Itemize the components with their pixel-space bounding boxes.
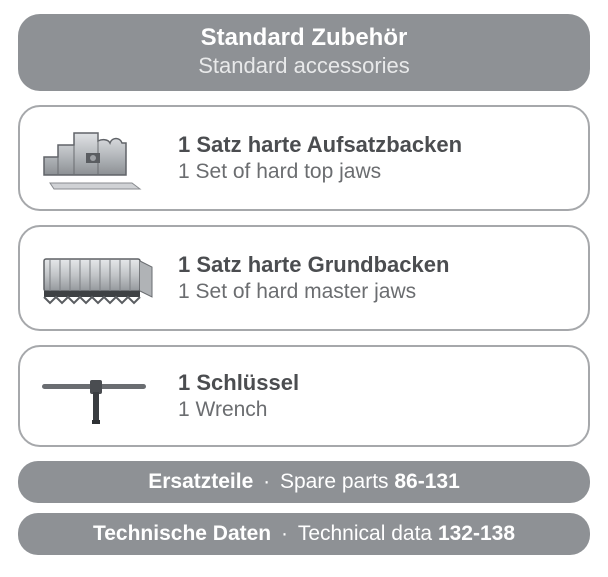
footer-pages: 132-138 (438, 522, 515, 545)
accessory-label-de: 1 Schlüssel (178, 369, 299, 397)
accessory-item: 1 Satz harte Aufsatzbacken 1 Set of hard… (18, 105, 590, 211)
top-jaws-icon (38, 119, 156, 197)
footer-pages: 86-131 (394, 470, 459, 493)
accessory-text: 1 Satz harte Aufsatzbacken 1 Set of hard… (178, 131, 462, 185)
accessory-text: 1 Satz harte Grundbacken 1 Set of hard m… (178, 251, 449, 305)
accessory-text: 1 Schlüssel 1 Wrench (178, 369, 299, 423)
footer-label-de: Ersatzteile (148, 470, 253, 493)
accessory-item: 1 Satz harte Grundbacken 1 Set of hard m… (18, 225, 590, 331)
header-title-en: Standard accessories (38, 53, 570, 79)
accessory-label-en: 1 Set of hard top jaws (178, 159, 462, 185)
header-title-de: Standard Zubehör (38, 24, 570, 53)
footer-label-en: Technical data (298, 522, 432, 545)
header-panel: Standard Zubehör Standard accessories (18, 14, 590, 91)
footer-technical-data: Technische Daten · Technical data 132-13… (18, 513, 590, 555)
accessory-label-en: 1 Set of hard master jaws (178, 279, 449, 305)
accessory-label-de: 1 Satz harte Grundbacken (178, 251, 449, 279)
accessory-label-de: 1 Satz harte Aufsatzbacken (178, 131, 462, 159)
accessory-label-en: 1 Wrench (178, 397, 299, 423)
footer-label-en: Spare parts (280, 470, 389, 493)
wrench-icon (38, 357, 156, 435)
accessory-item: 1 Schlüssel 1 Wrench (18, 345, 590, 447)
footer-label-de: Technische Daten (93, 522, 271, 545)
separator: · (259, 470, 274, 493)
separator: · (277, 522, 292, 545)
master-jaws-icon (38, 239, 156, 317)
footer-spare-parts: Ersatzteile · Spare parts 86-131 (18, 461, 590, 503)
